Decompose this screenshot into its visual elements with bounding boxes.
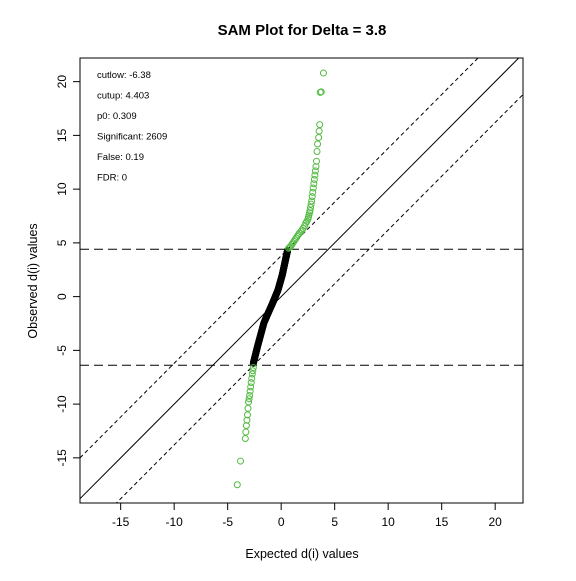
x-tick-label: 5 (331, 515, 338, 529)
stats-line: False: 0.19 (97, 152, 144, 163)
data-point-significant (306, 207, 314, 215)
data-point-significant (310, 180, 318, 188)
data-point-significant (309, 184, 317, 192)
data-point-significant (242, 428, 250, 436)
stats-line: Significant: 2609 (97, 132, 167, 143)
stats-line: cutup: 4.403 (97, 91, 149, 102)
data-point-significant (244, 404, 252, 412)
y-tick-label: 0 (55, 293, 69, 300)
y-tick-label: -5 (55, 345, 69, 356)
y-tick-label: 15 (55, 128, 69, 142)
data-point-significant (312, 163, 320, 171)
y-tick-label: 10 (55, 182, 69, 196)
x-tick-label: 0 (278, 515, 285, 529)
data-point-significant (315, 127, 323, 135)
y-tick-label: -15 (55, 449, 69, 467)
data-point-significant (308, 197, 316, 205)
data-point-significant (243, 416, 251, 424)
data-point-significant (316, 121, 324, 129)
data-point-significant (248, 374, 256, 382)
x-tick-label: -5 (222, 515, 233, 529)
data-point-significant (249, 364, 257, 372)
data-point-significant (319, 69, 327, 77)
data-point-significant (313, 148, 321, 156)
data-point-significant (307, 200, 315, 208)
x-tick-label: -10 (165, 515, 183, 529)
data-point-significant (243, 411, 251, 419)
data-point-significant (308, 193, 316, 201)
x-axis-label: Expected d(i) values (245, 547, 358, 561)
y-axis: -15 -10 -5 0 5 10 15 20 (55, 75, 80, 467)
data-point-significant (249, 367, 257, 375)
plot-box (79, 57, 524, 504)
stats-annotation: cutlow: -6.38 cutup: 4.403 p0: 0.309 Signif… (97, 70, 167, 184)
data-point-significant (312, 157, 320, 165)
data-point-significant (302, 219, 310, 227)
x-tick-label: 20 (488, 515, 502, 529)
data-point-significant (246, 392, 254, 400)
stats-line: FDR: 0 (97, 173, 127, 184)
reference-lines (80, 58, 523, 503)
data-point-significant (247, 379, 255, 387)
stats-line: p0: 0.309 (97, 111, 137, 122)
data-point-significant (247, 383, 255, 391)
y-tick-label: 5 (55, 239, 69, 246)
stats-line: cutlow: -6.38 (97, 70, 151, 81)
x-tick-label: 10 (381, 515, 395, 529)
ref-line-identity (80, 58, 520, 500)
data-point-significant (307, 203, 315, 211)
x-axis: -15 -10 -5 0 5 10 15 20 (112, 503, 502, 529)
data-point-significant (241, 435, 249, 443)
y-tick-label: -10 (55, 395, 69, 413)
ref-line-delta-lower (115, 94, 523, 503)
data-point-significant (311, 167, 319, 175)
data-point-significant (311, 171, 319, 179)
data-point-significant (245, 395, 253, 403)
chart-title: SAM Plot for Delta = 3.8 (218, 22, 387, 39)
data-point-significant (246, 387, 254, 395)
data-point-significant (315, 134, 323, 142)
y-axis-label: Observed d(i) values (26, 223, 40, 338)
data-point-significant (233, 481, 241, 489)
data-point-significant (317, 88, 325, 96)
data-points (233, 69, 327, 489)
y-tick-label: 20 (55, 75, 69, 89)
data-point-significant (310, 175, 318, 183)
data-point-significant (248, 370, 256, 378)
data-point-significant (237, 457, 245, 465)
x-tick-label: 15 (435, 515, 449, 529)
x-tick-label: -15 (112, 515, 130, 529)
data-point-significant (309, 188, 317, 196)
data-point-significant (314, 140, 322, 148)
